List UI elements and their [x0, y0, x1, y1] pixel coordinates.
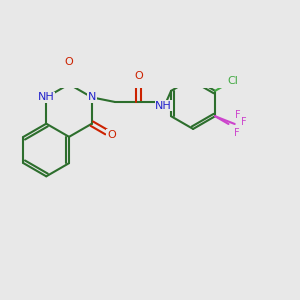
- Text: F: F: [241, 117, 246, 128]
- Text: Cl: Cl: [228, 76, 238, 85]
- Text: NH: NH: [38, 92, 55, 102]
- Text: O: O: [107, 130, 116, 140]
- Text: F: F: [234, 128, 240, 138]
- Text: O: O: [65, 57, 74, 67]
- Text: O: O: [134, 71, 143, 81]
- Text: NH: NH: [155, 101, 172, 111]
- Text: N: N: [88, 92, 96, 102]
- Text: F: F: [235, 110, 241, 120]
